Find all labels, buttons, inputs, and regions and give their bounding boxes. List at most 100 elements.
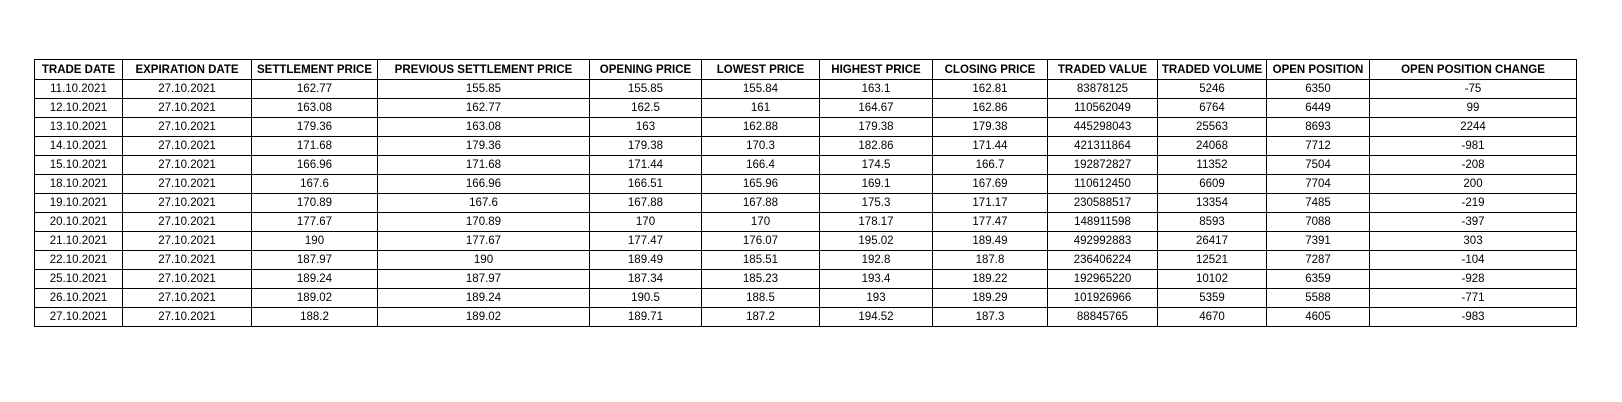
table-cell: 7485: [1266, 193, 1370, 213]
table-cell: 174.5: [819, 155, 933, 175]
table-cell: 492992883: [1047, 231, 1158, 251]
table-cell: 179.36: [251, 117, 378, 137]
table-cell: 4605: [1266, 307, 1370, 327]
table-cell: 27.10.2021: [122, 136, 252, 156]
table-cell: 88845765: [1047, 307, 1158, 327]
table-cell: 177.47: [932, 212, 1048, 232]
table-cell: 170.3: [701, 136, 820, 156]
table-cell: 12521: [1157, 250, 1267, 270]
column-header: SETTLEMENT PRICE: [251, 59, 378, 80]
table-cell: -983: [1369, 307, 1577, 327]
table-cell: 193: [819, 288, 933, 308]
table-cell: 167.88: [589, 193, 702, 213]
table-body: 11.10.2021 27.10.2021 162.77 155.85 155.85 15…: [34, 79, 1577, 327]
table-cell: 179.38: [932, 117, 1048, 137]
table-row: 15.10.2021 27.10.2021 166.96 171.68 171.44 16…: [34, 155, 1577, 175]
table-cell: 177.47: [589, 231, 702, 251]
table-cell: 236406224: [1047, 250, 1158, 270]
table-cell: 178.17: [819, 212, 933, 232]
table-cell: 25563: [1157, 117, 1267, 137]
table-cell: 27.10.2021: [122, 174, 252, 194]
table-cell: 188.2: [251, 307, 378, 327]
table-cell: 24068: [1157, 136, 1267, 156]
table-cell: 175.3: [819, 193, 933, 213]
table-cell: 27.10.2021: [122, 155, 252, 175]
table-cell: 5359: [1157, 288, 1267, 308]
table-cell: 179.38: [589, 136, 702, 156]
table-cell: 27.10.2021: [122, 117, 252, 137]
table-cell: 189.49: [932, 231, 1048, 251]
column-header: LOWEST PRICE: [701, 59, 820, 80]
table-cell: 303: [1369, 231, 1577, 251]
table-cell: 192872827: [1047, 155, 1158, 175]
table-cell: 27.10.2021: [122, 193, 252, 213]
table-cell: 21.10.2021: [34, 231, 123, 251]
table-cell: -208: [1369, 155, 1577, 175]
table-row: 19.10.2021 27.10.2021 170.89 167.6 167.88 167…: [34, 193, 1577, 213]
table-cell: 6609: [1157, 174, 1267, 194]
table-row: 11.10.2021 27.10.2021 162.77 155.85 155.85 15…: [34, 79, 1577, 99]
table-cell: 27.10.2021: [122, 269, 252, 289]
table-cell: 15.10.2021: [34, 155, 123, 175]
table-cell: -75: [1369, 79, 1577, 99]
table-row: 18.10.2021 27.10.2021 167.6 166.96 166.51 165…: [34, 174, 1577, 194]
table-cell: 163.08: [251, 98, 378, 118]
table-cell: 14.10.2021: [34, 136, 123, 156]
table-cell: 177.67: [251, 212, 378, 232]
header-row: TRADE DATE EXPIRATION DATE SETTLEMENT PRIC…: [34, 59, 1577, 80]
table-row: 13.10.2021 27.10.2021 179.36 163.08 163 162.8…: [34, 117, 1577, 137]
table-cell: 6359: [1266, 269, 1370, 289]
table-cell: 155.85: [589, 79, 702, 99]
table-cell: 7704: [1266, 174, 1370, 194]
table-cell: 195.02: [819, 231, 933, 251]
table-cell: 27.10.2021: [122, 250, 252, 270]
table-cell: 7712: [1266, 136, 1370, 156]
table-cell: 2244: [1369, 117, 1577, 137]
table-cell: 177.67: [377, 231, 590, 251]
table-cell: 155.85: [377, 79, 590, 99]
table-cell: 162.88: [701, 117, 820, 137]
table-cell: 194.52: [819, 307, 933, 327]
table-cell: 8593: [1157, 212, 1267, 232]
table-cell: 189.24: [377, 288, 590, 308]
table-cell: 187.2: [701, 307, 820, 327]
table-cell: 27.10.2021: [122, 98, 252, 118]
table-cell: 179.38: [819, 117, 933, 137]
table-cell: 162.77: [251, 79, 378, 99]
table-cell: 189.02: [251, 288, 378, 308]
table-cell: 162.86: [932, 98, 1048, 118]
table-cell: 187.8: [932, 250, 1048, 270]
table-cell: 26417: [1157, 231, 1267, 251]
table-header: TRADE DATE EXPIRATION DATE SETTLEMENT PRIC…: [34, 59, 1577, 80]
table-cell: 163.08: [377, 117, 590, 137]
futures-trading-table: TRADE DATE EXPIRATION DATE SETTLEMENT PRIC…: [34, 59, 1577, 327]
table-cell: 27.10.2021: [34, 307, 123, 327]
table-cell: 189.49: [589, 250, 702, 270]
table-cell: 27.10.2021: [122, 231, 252, 251]
table-cell: 101926966: [1047, 288, 1158, 308]
table-cell: 161: [701, 98, 820, 118]
table-cell: 445298043: [1047, 117, 1158, 137]
table-cell: 6764: [1157, 98, 1267, 118]
table-cell: 162.5: [589, 98, 702, 118]
table-cell: -219: [1369, 193, 1577, 213]
table-cell: 166.7: [932, 155, 1048, 175]
table-cell: 166.96: [377, 174, 590, 194]
table-cell: 99: [1369, 98, 1577, 118]
table-cell: 19.10.2021: [34, 193, 123, 213]
table-cell: 230588517: [1047, 193, 1158, 213]
column-header: EXPIRATION DATE: [122, 59, 252, 80]
table-cell: 26.10.2021: [34, 288, 123, 308]
table-cell: 25.10.2021: [34, 269, 123, 289]
table-cell: 189.22: [932, 269, 1048, 289]
table-row: 26.10.2021 27.10.2021 189.02 189.24 190.5 188…: [34, 288, 1577, 308]
table-cell: 190: [251, 231, 378, 251]
table-cell: 193.4: [819, 269, 933, 289]
table-cell: 179.36: [377, 136, 590, 156]
table-cell: 171.44: [932, 136, 1048, 156]
table-cell: 166.51: [589, 174, 702, 194]
table-cell: 27.10.2021: [122, 288, 252, 308]
column-header: OPEN POSITION: [1266, 59, 1370, 80]
table-cell: 190: [377, 250, 590, 270]
table-cell: 189.29: [932, 288, 1048, 308]
